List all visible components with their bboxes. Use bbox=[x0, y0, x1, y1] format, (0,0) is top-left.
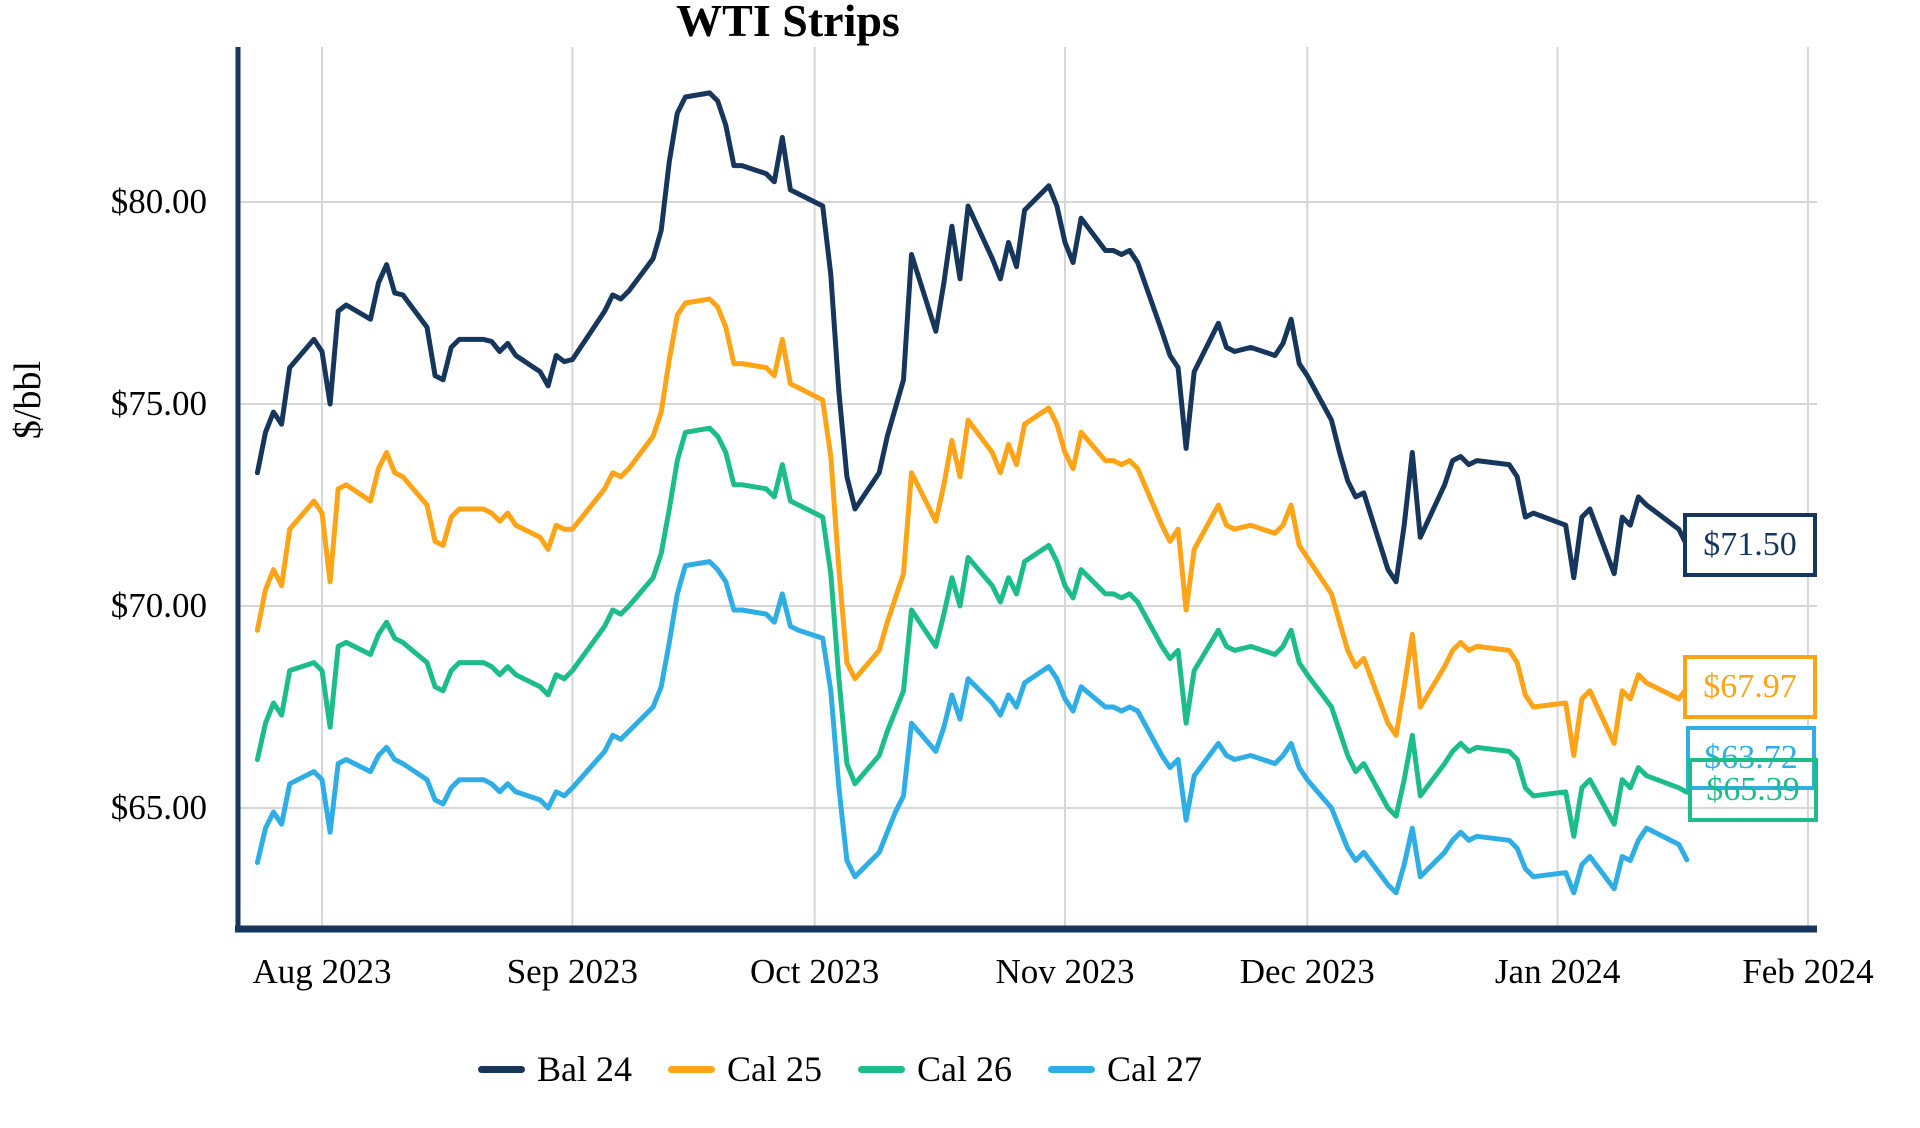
legend-label: Cal 27 bbox=[1107, 1049, 1202, 1089]
series-line-cal-27 bbox=[254, 559, 1690, 896]
y-tick-label: $65.00 bbox=[110, 788, 207, 827]
legend-swatch-cal25 bbox=[668, 1065, 715, 1073]
end-label-cal26: $65.39 bbox=[1688, 758, 1818, 822]
legend-swatch-cal26 bbox=[858, 1065, 905, 1073]
legend-item-bal24[interactable]: Bal 24 bbox=[478, 1048, 632, 1090]
chart-title: WTI Strips bbox=[676, 0, 900, 46]
end-label-cal25: $67.97 bbox=[1683, 655, 1817, 719]
series-line-bal-24 bbox=[254, 90, 1690, 585]
legend-item-cal26[interactable]: Cal 26 bbox=[858, 1048, 1012, 1090]
legend-item-cal25[interactable]: Cal 25 bbox=[668, 1048, 822, 1090]
x-tick-label: Feb 2024 bbox=[1742, 952, 1874, 991]
x-tick-label: Jan 2024 bbox=[1494, 952, 1621, 991]
legend-swatch-cal27 bbox=[1048, 1065, 1095, 1073]
series-line-cal-25 bbox=[254, 296, 1690, 758]
x-tick-label: Dec 2023 bbox=[1239, 952, 1375, 991]
legend-swatch-bal24 bbox=[478, 1065, 525, 1073]
y-tick-label: $70.00 bbox=[110, 586, 207, 625]
legend-label: Cal 26 bbox=[917, 1049, 1012, 1089]
x-tick-label: Aug 2023 bbox=[252, 952, 392, 991]
legend: Bal 24 Cal 25 Cal 26 Cal 27 bbox=[478, 1048, 1202, 1090]
x-tick-label: Sep 2023 bbox=[506, 952, 638, 991]
y-tick-label: $80.00 bbox=[110, 182, 207, 221]
y-tick-label: $75.00 bbox=[110, 384, 207, 423]
legend-item-cal27[interactable]: Cal 27 bbox=[1048, 1048, 1202, 1090]
x-tick-label: Nov 2023 bbox=[995, 952, 1135, 991]
legend-label: Bal 24 bbox=[537, 1049, 632, 1089]
end-label-bal24: $71.50 bbox=[1683, 513, 1817, 577]
x-tick-label: Oct 2023 bbox=[749, 952, 880, 991]
legend-label: Cal 25 bbox=[727, 1049, 822, 1089]
series-line-cal-26 bbox=[254, 425, 1690, 839]
